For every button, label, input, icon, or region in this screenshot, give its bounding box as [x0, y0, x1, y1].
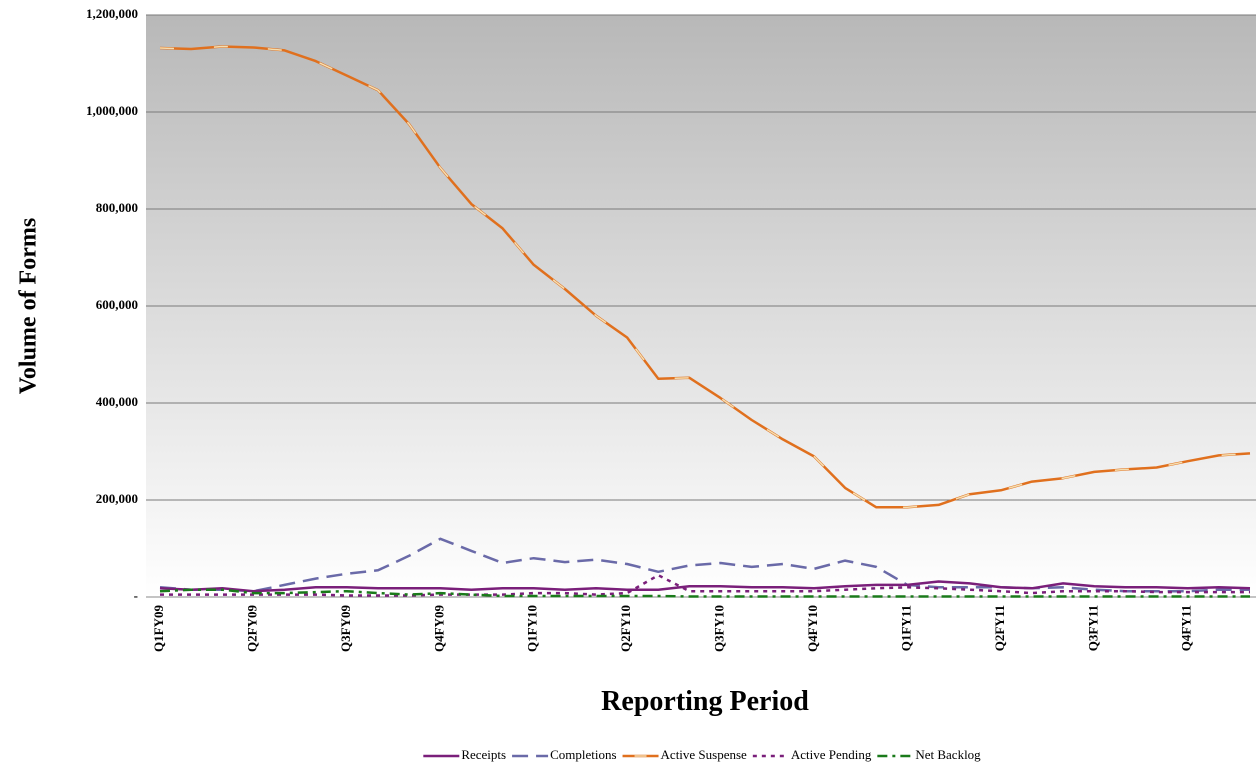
x-axis-title: Reporting Period [601, 686, 809, 717]
legend-label: Receipts [461, 747, 506, 762]
x-tick-label: Q1FY10 [525, 605, 540, 652]
y-tick-label: 1,200,000 [86, 6, 138, 21]
x-tick-label: Q3FY09 [338, 605, 353, 652]
series-line [159, 588, 1250, 598]
y-tick-label: 600,000 [96, 297, 138, 312]
y-tick-label: 1,000,000 [86, 103, 138, 118]
x-tick-label: Q2FY10 [618, 605, 633, 652]
x-tick-label: Q1FY09 [151, 605, 166, 652]
legend-label: Net Backlog [915, 747, 981, 762]
y-tick-label: - [134, 588, 138, 603]
legend-label: Active Suspense [661, 747, 748, 762]
x-tick-label: Q3FY10 [712, 605, 727, 652]
x-tick-label: Q4FY10 [805, 605, 820, 652]
y-axis-title: Volume of Forms [16, 218, 42, 394]
series-line [159, 537, 1250, 593]
series-line [159, 580, 1251, 593]
x-tick-label: Q4FY11 [1179, 605, 1194, 651]
legend-label: Active Pending [791, 747, 872, 762]
x-tick-label: Q2FY11 [992, 605, 1007, 651]
x-tick-label: Q4FY09 [431, 605, 446, 652]
x-tick-label: Q3FY11 [1085, 605, 1100, 651]
x-tick-label: Q2FY09 [244, 605, 259, 652]
y-tick-label: 800,000 [96, 200, 138, 215]
x-tick-label: Q1FY11 [898, 605, 913, 651]
legend: Receipts Completions Active Suspense Active… [423, 747, 981, 762]
y-tick-label: 200,000 [96, 491, 138, 506]
y-tick-label: 400,000 [96, 394, 138, 409]
legend-label: Completions [550, 747, 616, 762]
series-line [160, 573, 1250, 597]
series-line-highlight [159, 45, 1251, 509]
